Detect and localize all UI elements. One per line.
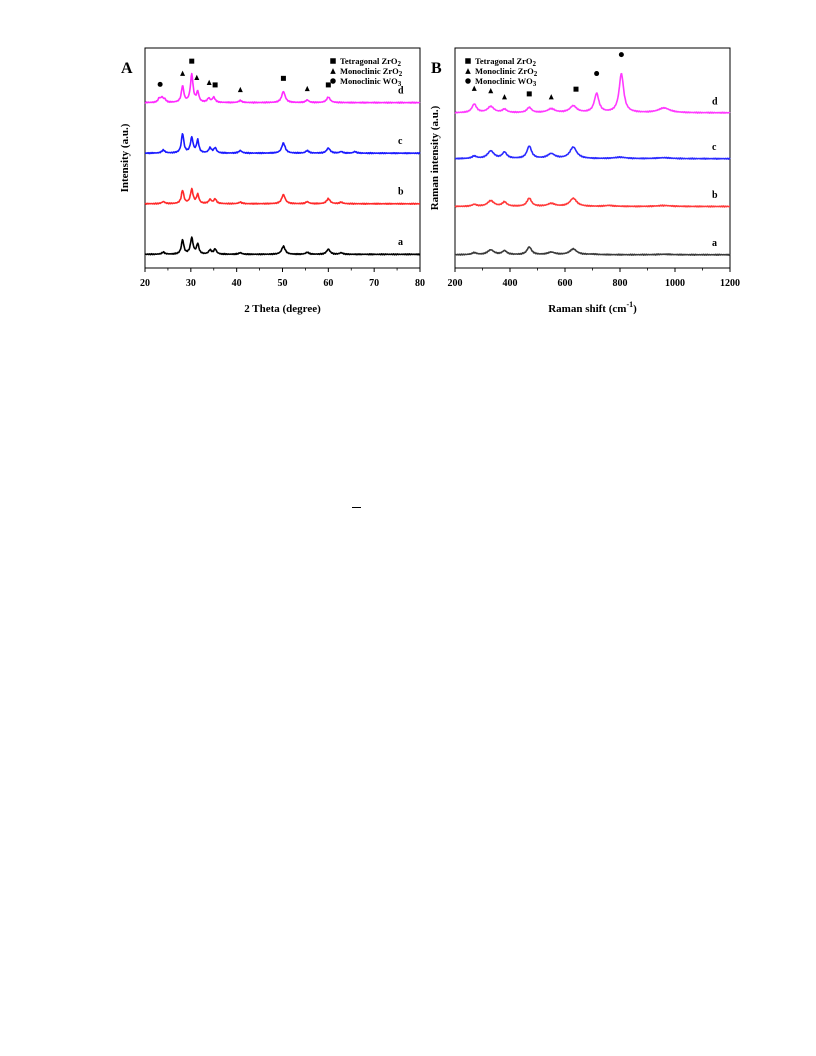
stray-mark [352,507,361,508]
legend-square-marker [465,58,471,64]
x-tick-label: 1000 [665,278,685,289]
peak-square-marker [212,82,218,88]
series-label-b: b [398,187,404,198]
series-line-a [144,236,421,256]
legend-entry-label: Monoclinic WO3 [340,76,402,88]
y-axis-title: Intensity (a.u.) [119,123,131,192]
peak-triangle-marker [180,70,186,76]
legend-entry-label: Tetragonal ZrO2 [475,56,537,68]
x-tick-label: 200 [448,278,463,289]
peak-square-marker [573,86,579,92]
peak-triangle-marker [304,85,310,92]
legend-entry-label: Monoclinic ZrO2 [475,66,538,78]
peak-square-marker [325,82,331,88]
peak-triangle-marker [206,79,212,86]
x-tick-label: 600 [558,278,573,289]
x-tick-label: 60 [323,278,333,289]
peak-triangle-marker [548,94,554,100]
series-line-d [454,72,731,114]
series-label-d: d [712,96,718,107]
x-tick-label: 20 [140,278,150,289]
legend-triangle-marker [465,68,471,74]
chart-panel-b: 200 400 600 800 1000 1200 Raman shift (cm-1) Ra… [429,47,740,315]
peak-square-marker [526,91,532,97]
panel-label: B [431,60,442,77]
legend-entry-label: Tetragonal ZrO2 [340,56,402,68]
panel-label: A [121,60,133,77]
peak-circle-marker [594,71,600,77]
series-label-a: a [712,238,717,249]
peak-triangle-marker [194,74,200,80]
x-tick-label: 80 [415,278,425,289]
peak-triangle-marker [488,87,494,94]
series-line-b [144,187,421,205]
x-tick-label: 50 [278,278,288,289]
x-tick-label: 1200 [720,278,740,289]
series-line-c [454,145,731,160]
legend-square-marker [330,58,336,64]
peak-circle-marker [157,81,163,87]
peak-square-marker [189,58,195,64]
peak-triangle-marker [502,94,507,100]
x-tick-label: 800 [613,278,628,289]
x-axis-title: Raman shift (cm-1) [548,300,637,315]
y-axis-title: Raman intensity (a.u.) [429,105,441,210]
peak-triangle-marker [471,85,477,91]
x-tick-label: 400 [503,278,518,289]
series-line-b [454,197,731,208]
peak-square-marker [280,75,286,81]
legend-triangle-marker [330,68,336,74]
series-label-c: c [398,136,403,147]
peak-circle-marker [618,52,624,58]
x-axis-title: 2 Theta (degree) [244,303,321,315]
x-tick-label: 40 [232,278,242,289]
series-label-b: b [712,190,718,201]
series-line-a [454,246,731,256]
series-line-d [144,72,421,104]
legend-entry-label: Monoclinic WO3 [475,76,537,88]
series-line-c [144,133,421,155]
legend-entry-label: Monoclinic ZrO2 [340,66,403,78]
series-label-c: c [712,142,717,153]
x-tick-label: 70 [369,278,379,289]
peak-triangle-marker [237,86,243,93]
legend-circle-marker [465,78,471,84]
legend-circle-marker [330,78,336,84]
chart-panel-a: 20 30 40 50 60 70 80 2 Theta (degree) Intensity … [119,47,425,315]
series-label-d: d [398,86,404,97]
series-label-a: a [398,237,403,248]
x-tick-label: 30 [186,278,196,289]
